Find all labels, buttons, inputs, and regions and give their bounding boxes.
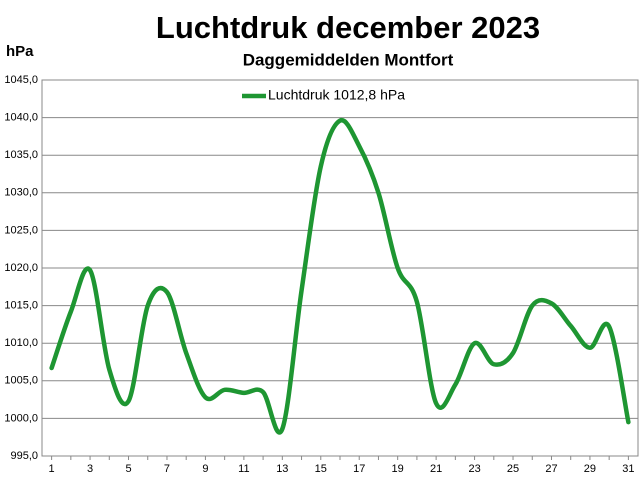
x-tick-label: 1 xyxy=(49,463,55,475)
x-tick-label: 17 xyxy=(353,463,365,475)
x-tick-label: 21 xyxy=(430,463,442,475)
x-tick-label: 27 xyxy=(545,463,557,475)
line-series xyxy=(49,118,631,435)
x-tick-label: 13 xyxy=(276,463,288,475)
x-tick-label: 25 xyxy=(507,463,519,475)
y-tick-label: 1010,0 xyxy=(4,337,38,349)
y-tick-label: 1030,0 xyxy=(4,187,38,199)
x-tick-label: 15 xyxy=(315,463,327,475)
x-tick-label: 19 xyxy=(392,463,404,475)
y-tick-label: 1035,0 xyxy=(4,149,38,161)
y-axis-label: hPa xyxy=(6,43,34,60)
y-tick-label: 1020,0 xyxy=(4,262,38,274)
x-tick-label: 3 xyxy=(87,463,93,475)
x-tick-label: 23 xyxy=(468,463,480,475)
x-tick-label: 9 xyxy=(202,463,208,475)
x-tick-label: 7 xyxy=(164,463,170,475)
legend-label: Luchtdruk 1012,8 hPa xyxy=(268,87,405,103)
y-tick-label: 1045,0 xyxy=(4,74,38,86)
y-tick-label: 1000,0 xyxy=(4,412,38,424)
y-tick-label: 1040,0 xyxy=(4,112,38,124)
x-tick-label: 5 xyxy=(125,463,131,475)
y-tick-label: 1015,0 xyxy=(4,300,38,312)
x-tick-label: 29 xyxy=(584,463,596,475)
y-tick-label: 1005,0 xyxy=(4,375,38,387)
y-tick-label: 1025,0 xyxy=(4,224,38,236)
x-tick-label: 11 xyxy=(238,463,249,475)
x-tick-label: 31 xyxy=(622,463,634,475)
chart-title: Luchtdruk december 2023 xyxy=(156,10,540,45)
chart-subtitle: Daggemiddelden Montfort xyxy=(243,50,454,69)
y-tick-label: 995,0 xyxy=(10,450,38,462)
